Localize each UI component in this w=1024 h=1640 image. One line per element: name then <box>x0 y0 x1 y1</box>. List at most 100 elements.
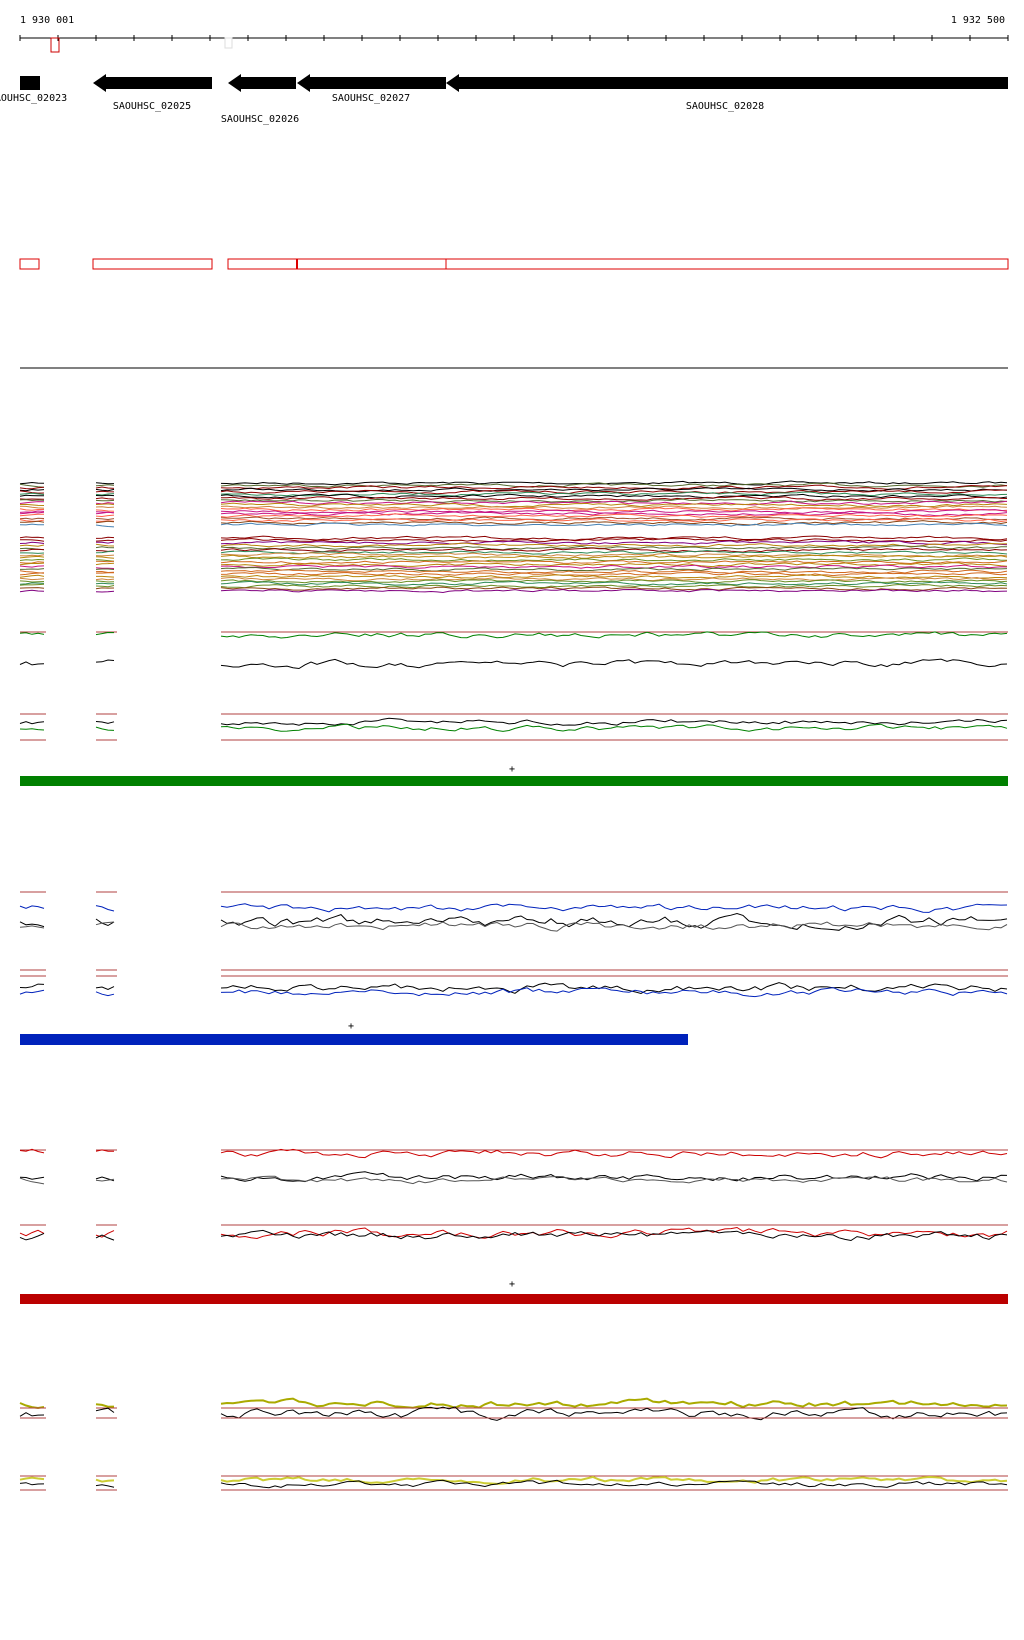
signal-line <box>19 508 44 511</box>
signal-line <box>220 564 1008 569</box>
signal-line <box>95 559 115 562</box>
signal-line <box>95 567 115 569</box>
signal-line <box>95 550 115 554</box>
signal-line <box>19 580 45 583</box>
signal-line <box>220 505 1008 510</box>
signal-line <box>95 506 115 509</box>
signal-line <box>95 582 114 585</box>
signal-line <box>95 494 115 497</box>
gene-arrow <box>20 76 40 90</box>
signal-line <box>19 539 45 542</box>
signal-line <box>19 511 45 515</box>
signal-line <box>220 1397 1008 1409</box>
signal-line <box>95 721 115 724</box>
signal-line <box>95 482 115 485</box>
signal-line <box>19 548 45 552</box>
signal-line <box>19 536 45 539</box>
signal-line <box>19 989 45 995</box>
signal-line <box>19 983 45 989</box>
signal-line <box>19 1229 45 1237</box>
signal-line <box>19 565 45 568</box>
signal-line <box>95 905 115 912</box>
signal-line <box>19 481 45 485</box>
signal-line <box>95 539 115 542</box>
signal-line <box>95 585 115 588</box>
signal-line <box>220 507 1008 512</box>
signal-line <box>220 1406 1008 1421</box>
signal-line <box>95 568 115 570</box>
signal-line <box>220 1171 1008 1183</box>
track-bar <box>20 776 1008 786</box>
gene-arrow <box>446 74 1008 92</box>
signal-line <box>19 582 45 585</box>
signal-line <box>95 560 115 563</box>
track-bar <box>20 1034 688 1045</box>
gene-label: SAOUHSC_02026 <box>221 114 299 125</box>
signal-line <box>95 514 115 518</box>
gene-label: SAOUHSC_02028 <box>686 101 764 112</box>
signal-line <box>220 1226 1008 1240</box>
signal-line <box>19 541 45 544</box>
ruler-marker <box>224 37 233 49</box>
signal-line <box>220 921 1008 932</box>
signal-line <box>19 925 45 929</box>
signal-line <box>220 912 1008 931</box>
signal-line <box>220 574 1008 579</box>
signal-line <box>19 632 45 635</box>
signal-line <box>220 1229 1008 1242</box>
signal-line <box>95 580 115 583</box>
signal-line <box>95 536 115 539</box>
signal-line <box>95 578 115 581</box>
signal-line <box>19 544 45 547</box>
signal-line <box>95 554 115 557</box>
signal-line <box>95 509 115 512</box>
signal-line <box>19 523 45 526</box>
signal-line <box>95 1178 115 1182</box>
signal-line <box>19 554 45 557</box>
signal-line <box>95 524 115 528</box>
signal-line <box>19 1232 45 1241</box>
gene-arrow <box>228 74 296 92</box>
signal-line <box>95 991 115 997</box>
signal-line <box>95 490 115 493</box>
signal-line <box>95 511 115 515</box>
signal-line <box>220 545 1007 551</box>
gene-arrow <box>297 74 446 92</box>
signal-line <box>19 519 45 522</box>
signal-line <box>95 520 115 524</box>
gene-label: SAOUHSC_02027 <box>332 93 410 104</box>
signal-line <box>19 558 45 561</box>
signal-line <box>220 535 1008 541</box>
signal-line <box>95 631 115 636</box>
signal-line <box>19 503 45 506</box>
signal-line <box>220 547 1008 553</box>
signal-line <box>19 1176 45 1180</box>
signal-line <box>19 577 45 581</box>
signal-line <box>19 721 45 725</box>
signal-line <box>19 1476 45 1481</box>
signal-line <box>95 587 115 590</box>
signal-line <box>19 1482 45 1486</box>
signal-line <box>220 513 1008 518</box>
signal-line <box>19 492 45 495</box>
signal-line <box>220 489 1008 495</box>
signal-line <box>19 488 45 492</box>
signal-line <box>19 555 45 559</box>
signal-line <box>220 552 1008 558</box>
signal-line <box>220 511 1008 517</box>
signal-line <box>19 483 45 488</box>
signal-line <box>19 728 45 731</box>
signal-line <box>95 541 115 544</box>
signal-line <box>95 1234 115 1241</box>
signal-line <box>220 542 1008 548</box>
ruler-marker <box>50 37 60 53</box>
signal-line <box>19 494 45 497</box>
signal-line <box>220 717 1008 726</box>
signal-line <box>95 1407 115 1413</box>
signal-line <box>95 918 115 927</box>
signal-line <box>19 1412 45 1417</box>
signal-line <box>220 500 1008 506</box>
cds-boxes <box>19 258 1009 270</box>
